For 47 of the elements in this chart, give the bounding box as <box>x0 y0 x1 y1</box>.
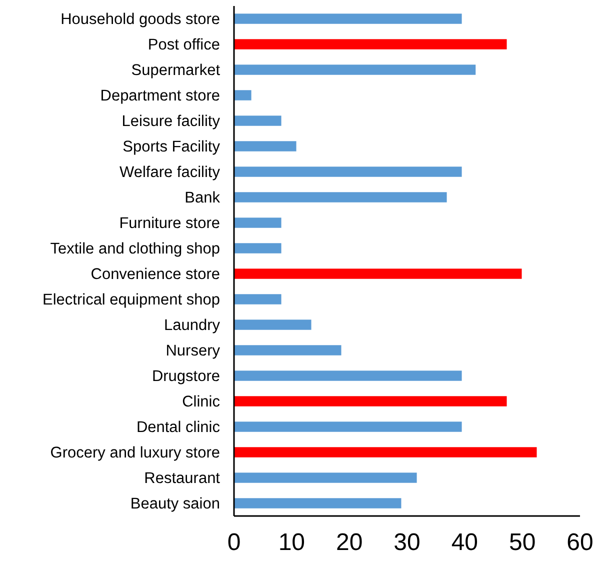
bar <box>234 116 282 126</box>
x-tick-label: 20 <box>336 529 363 556</box>
y-tick-label: Sports Facility <box>122 138 220 156</box>
y-tick-label: Dental clinic <box>136 419 220 436</box>
bar <box>234 218 282 228</box>
y-tick-label: Clinic <box>182 394 220 411</box>
y-tick-label: Supermarket <box>131 62 221 80</box>
bar <box>234 14 462 24</box>
bar <box>234 166 462 177</box>
bar <box>234 422 462 432</box>
y-tick-label: Leisure facility <box>122 113 220 130</box>
y-tick-label: Convenience store <box>90 266 220 284</box>
bar <box>234 370 462 381</box>
bar <box>234 345 342 356</box>
x-tick-label: 40 <box>451 529 478 556</box>
bar <box>234 294 282 304</box>
y-tick-label: Bank <box>184 190 220 207</box>
bar <box>234 90 252 100</box>
bar <box>234 39 507 50</box>
y-tick-label: Beauty saion <box>130 496 220 513</box>
y-tick-label: Department store <box>100 88 220 105</box>
y-tick-label: Grocery and luxury store <box>50 444 220 462</box>
x-tick-label: 0 <box>227 529 241 556</box>
bar <box>234 243 282 254</box>
bar <box>234 192 447 202</box>
x-tick-label: 50 <box>508 529 536 556</box>
bar <box>234 64 476 75</box>
y-tick-label: Nursery <box>166 342 220 360</box>
y-tick-label: Drugstore <box>152 368 220 386</box>
y-tick-label: Laundry <box>164 317 220 334</box>
bar <box>234 472 417 483</box>
y-tick-label: Post office <box>148 36 220 54</box>
y-tick-label: Electrical equipment shop <box>42 292 220 309</box>
y-tick-label: Welfare facility <box>120 164 220 182</box>
bar <box>234 447 537 458</box>
bar <box>234 498 402 508</box>
y-tick-label: Furniture store <box>119 215 220 232</box>
y-tick-label: Textile and clothing shop <box>50 240 220 258</box>
bar <box>234 320 312 330</box>
bar <box>234 396 507 406</box>
bar <box>234 268 522 279</box>
y-tick-label: Restaurant <box>144 470 221 488</box>
bar <box>234 141 296 152</box>
y-tick-label: Household goods store <box>60 11 220 28</box>
x-tick-label: 10 <box>278 529 306 556</box>
x-tick-label: 30 <box>394 529 420 556</box>
x-tick-label: 60 <box>566 529 594 556</box>
